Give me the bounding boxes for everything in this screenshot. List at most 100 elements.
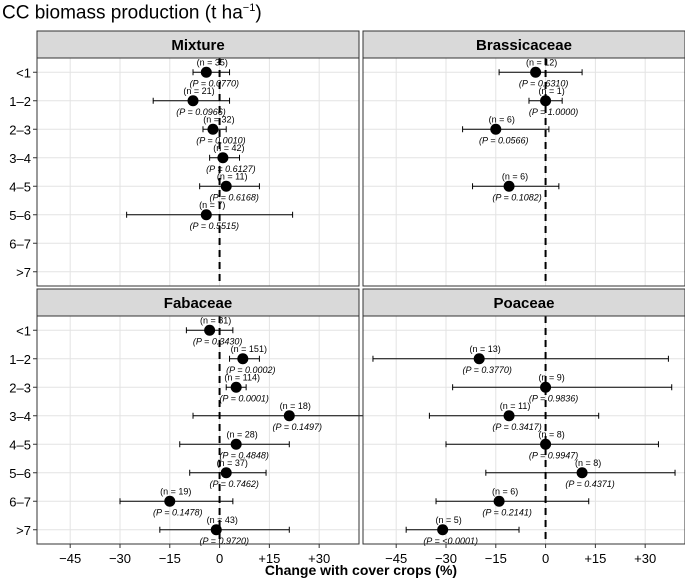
sample-size-label: (n = 151): [231, 344, 267, 354]
x-tick-label: −15: [159, 551, 181, 566]
sample-size-label: (n = 8): [538, 429, 564, 439]
sample-size-label: (n = 21): [183, 86, 214, 96]
sample-size-label: (n = 6): [502, 171, 528, 181]
point-estimate: [576, 467, 588, 479]
sample-size-label: (n = 6): [492, 486, 518, 496]
y-tick-label: 3–4: [9, 409, 31, 424]
point-estimate: [187, 95, 199, 107]
y-tick-label: <1: [16, 323, 31, 338]
p-value-label: (P = 0.9836): [529, 393, 578, 403]
panel-strip: [36, 288, 360, 317]
point-estimate: [473, 353, 485, 365]
sample-size-label: (n = 8): [575, 458, 601, 468]
x-tick-label: −45: [385, 551, 407, 566]
title-close: ): [255, 2, 262, 24]
point-estimate: [207, 123, 219, 135]
x-tick-label: 0: [216, 551, 223, 566]
sample-size-label: (n = 18): [280, 401, 311, 411]
sample-size-label: (n = 32): [203, 114, 234, 124]
p-value-label: (P = 0.4848): [219, 450, 268, 460]
y-tick-label: 5–6: [9, 466, 31, 481]
p-value-label: (P = 0.0966): [176, 107, 225, 117]
y-tick-label: 1–2: [9, 352, 31, 367]
sample-size-label: (n = 5): [436, 515, 462, 525]
p-value-label: (P = 0.6127): [206, 164, 255, 174]
x-tick-label: +30: [308, 551, 330, 566]
p-value-label: (P = 0.7462): [209, 479, 258, 489]
point-estimate: [230, 381, 242, 393]
figure-title: CC biomass production (t ha−1): [2, 2, 262, 24]
panel-strip: [36, 30, 360, 59]
panel-border: [362, 57, 685, 287]
p-value-label: (P = 0.1478): [153, 507, 202, 517]
p-value-label: (P = 0.0010): [196, 135, 245, 145]
p-value-label: (P = 0.0566): [479, 135, 528, 145]
p-value-label: (P = 0.3417): [492, 422, 541, 432]
x-tick-label: +30: [634, 551, 656, 566]
sample-size-label: (n = 37): [217, 458, 248, 468]
p-value-label: (P = 0.0001): [219, 393, 268, 403]
point-estimate: [237, 353, 249, 365]
panel-mixture: Mixture (n = 35) (P = 0.0770)(n = 21) (P = …: [9, 30, 360, 287]
panel-title: Brassicaceae: [476, 37, 572, 54]
panel-border: [36, 315, 360, 545]
panel-title: Fabaceae: [164, 295, 232, 312]
sample-size-label: (n = 81): [200, 315, 231, 325]
p-value-label: (P = 0.5515): [190, 221, 239, 231]
title-superscript: −1: [242, 2, 256, 14]
point-estimate: [490, 123, 502, 135]
p-value-label: (P = 0.6310): [519, 78, 568, 88]
sample-size-label: (n = 9): [538, 372, 564, 382]
y-tick-label: 3–4: [9, 151, 31, 166]
panel-strip: [362, 288, 685, 317]
x-tick-label: −30: [109, 551, 131, 566]
panel-title: Poaceae: [494, 295, 555, 312]
p-value-label: (P = 0.3770): [462, 365, 511, 375]
p-value-label: (P = 0.6168): [209, 192, 258, 202]
sample-size-label: (n = 114): [224, 372, 260, 382]
point-estimate: [530, 66, 542, 78]
p-value-label: (P = 0.9947): [529, 450, 578, 460]
p-value-label: (P = 0.3430): [193, 336, 242, 346]
panel-strip: [362, 30, 685, 59]
y-tick-label: 2–3: [9, 122, 31, 137]
sample-size-label: (n = 35): [197, 57, 228, 67]
sample-size-label: (n = 12): [526, 57, 557, 67]
point-estimate: [493, 495, 505, 507]
p-value-label: (P = 0.4371): [565, 479, 614, 489]
x-tick-label: −30: [435, 551, 457, 566]
y-tick-label: 5–6: [9, 208, 31, 223]
panel-background: [363, 316, 685, 544]
x-tick-label: −45: [59, 551, 81, 566]
y-tick-label: 4–5: [9, 437, 31, 452]
x-tick-label: +15: [258, 551, 280, 566]
p-value-label: (P = 0.0770): [190, 78, 239, 88]
point-estimate: [220, 467, 232, 479]
y-tick-label: >7: [16, 523, 31, 538]
point-estimate: [200, 66, 212, 78]
panel-background: [37, 316, 359, 544]
sample-size-label: (n = 28): [227, 429, 258, 439]
panel-background: [363, 58, 685, 286]
point-estimate: [220, 180, 232, 192]
point-estimate: [540, 438, 552, 450]
panel-brassicaceae: Brassicaceae (n = 12) (P = 0.6310)(n = 1) (…: [362, 30, 685, 287]
sample-size-label: (n = 11): [500, 401, 531, 411]
panel-title: Mixture: [171, 37, 224, 54]
sample-size-label: (n = 43): [207, 515, 238, 525]
point-estimate: [503, 180, 515, 192]
title-main: CC biomass production (t ha: [2, 2, 243, 24]
x-tick-label: −15: [485, 551, 507, 566]
p-value-label: (P = 1.0000): [529, 107, 578, 117]
p-value-label: (P = 0.1082): [492, 192, 541, 202]
point-estimate: [210, 524, 222, 536]
point-estimate: [503, 410, 515, 422]
p-value-label: (P = 0.1497): [273, 422, 322, 432]
y-tick-label: 6–7: [9, 494, 31, 509]
x-tick-label: +15: [584, 551, 606, 566]
point-estimate: [164, 495, 176, 507]
panel-border: [362, 315, 685, 545]
y-tick-label: <1: [16, 65, 31, 80]
p-value-label: (P = 0.0002): [226, 365, 275, 375]
y-tick-label: >7: [16, 265, 31, 280]
